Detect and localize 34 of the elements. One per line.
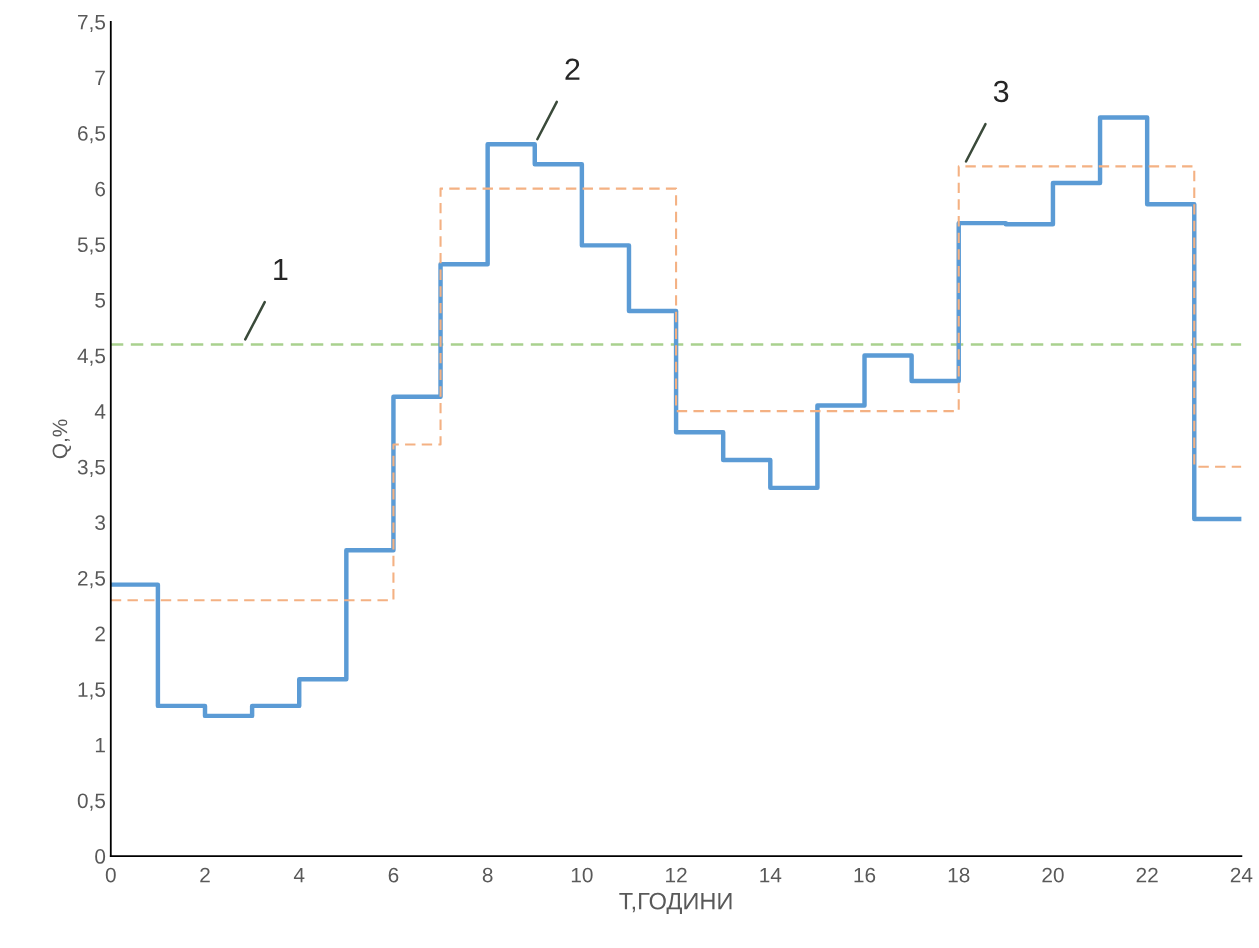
y-tick-label: 7 [95,70,105,85]
x-tick-label: 20 [1042,867,1064,883]
y-tick-label: 2,5 [78,570,106,589]
y-tick-label: 7,5 [78,15,106,33]
y-tick-label: 6,5 [78,126,106,144]
y-tick-label: 1,5 [78,682,106,700]
y-tick-label: 5,5 [77,237,106,255]
y-tick-label: 5 [95,293,106,308]
x-tick-label: 16 [854,867,876,883]
x-tick-label: 0 [105,867,116,883]
x-tick-label: 12 [666,867,687,883]
y-tick-label: 4,5 [77,348,106,366]
y-tick-label: 4 [94,404,106,419]
x-tick-label: 24 [1230,867,1253,883]
y-tick-label: 3,5 [77,459,106,477]
annotation: 2 [565,58,580,80]
x-tick-label: 18 [948,867,970,883]
annotation: 1 [274,258,288,280]
y-axis-title: Q,% [52,419,72,459]
x-tick-label: 10 [571,867,593,883]
x-tick-label: 6 [388,867,399,883]
y-tick-label: 0,5 [77,793,106,811]
y-tick-label: 6 [95,181,106,197]
annotation: 3 [993,80,1009,103]
y-tick-label: 1 [95,738,105,753]
y-tick-label: 3 [95,515,106,531]
x-tick-label: 14 [760,867,782,883]
x-tick-label: 8 [482,867,493,883]
y-tick-label: 0 [95,849,106,864]
x-tick-label: 2 [200,867,210,883]
x-axis-title: Т,ГОДИНИ [619,892,732,914]
x-tick-label: 22 [1136,867,1158,883]
x-tick-label: 4 [293,867,305,883]
y-tick-label: 2 [95,626,105,642]
